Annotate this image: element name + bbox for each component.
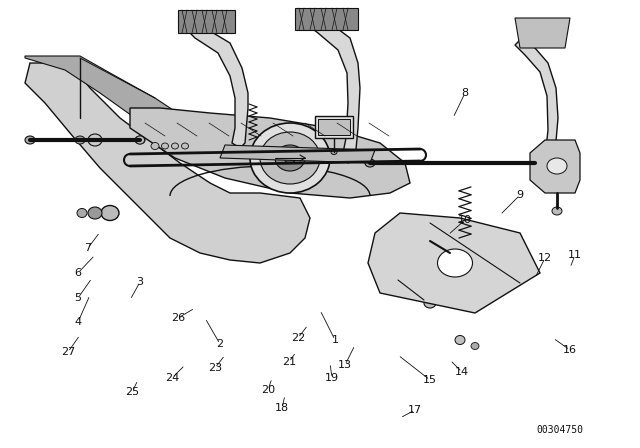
Text: 15: 15 xyxy=(423,375,437,385)
Text: 6: 6 xyxy=(74,268,81,278)
Ellipse shape xyxy=(331,150,337,155)
Polygon shape xyxy=(25,56,200,143)
Ellipse shape xyxy=(471,343,479,349)
Text: 16: 16 xyxy=(563,345,577,355)
Bar xyxy=(318,119,350,135)
Ellipse shape xyxy=(135,136,145,144)
Ellipse shape xyxy=(547,158,567,174)
Ellipse shape xyxy=(182,143,189,149)
Text: 1: 1 xyxy=(332,335,339,345)
Polygon shape xyxy=(530,140,580,193)
Polygon shape xyxy=(130,108,410,198)
Polygon shape xyxy=(178,10,235,33)
Text: 25: 25 xyxy=(125,387,139,397)
Text: 22: 22 xyxy=(291,333,305,343)
Text: 24: 24 xyxy=(165,373,179,383)
Ellipse shape xyxy=(77,208,87,217)
Text: 9: 9 xyxy=(516,190,524,200)
Text: 17: 17 xyxy=(408,405,422,415)
Ellipse shape xyxy=(250,123,330,193)
Text: 4: 4 xyxy=(74,317,81,327)
Polygon shape xyxy=(25,63,310,263)
Text: 10: 10 xyxy=(458,215,472,225)
Ellipse shape xyxy=(161,143,168,149)
Ellipse shape xyxy=(151,142,159,150)
Polygon shape xyxy=(220,145,375,163)
Ellipse shape xyxy=(424,298,436,308)
Ellipse shape xyxy=(552,207,562,215)
Ellipse shape xyxy=(365,159,375,167)
Text: 23: 23 xyxy=(208,363,222,373)
Text: 14: 14 xyxy=(455,367,469,377)
Ellipse shape xyxy=(447,250,457,258)
Polygon shape xyxy=(305,18,360,163)
Ellipse shape xyxy=(25,136,35,144)
Ellipse shape xyxy=(88,207,102,219)
Ellipse shape xyxy=(101,206,119,220)
Polygon shape xyxy=(515,40,558,180)
Text: 12: 12 xyxy=(538,253,552,263)
Text: 26: 26 xyxy=(171,313,185,323)
Ellipse shape xyxy=(455,336,465,345)
Polygon shape xyxy=(368,213,540,313)
Ellipse shape xyxy=(284,153,296,163)
Text: 21: 21 xyxy=(282,357,296,367)
Text: 20: 20 xyxy=(261,385,275,395)
Ellipse shape xyxy=(88,134,102,146)
Ellipse shape xyxy=(260,132,320,184)
Text: 5: 5 xyxy=(74,293,81,303)
Text: 3: 3 xyxy=(136,277,143,287)
Text: 11: 11 xyxy=(568,250,582,260)
Ellipse shape xyxy=(275,145,305,171)
Ellipse shape xyxy=(172,143,179,149)
Text: 27: 27 xyxy=(61,347,75,357)
Ellipse shape xyxy=(422,241,438,255)
Text: 7: 7 xyxy=(84,243,92,253)
Ellipse shape xyxy=(75,136,85,144)
Polygon shape xyxy=(515,18,570,48)
Polygon shape xyxy=(185,23,248,148)
Bar xyxy=(315,116,353,138)
Text: 18: 18 xyxy=(275,403,289,413)
Text: 8: 8 xyxy=(461,88,468,98)
Ellipse shape xyxy=(136,136,145,144)
Ellipse shape xyxy=(438,249,472,277)
Ellipse shape xyxy=(530,159,540,167)
Text: 00304750: 00304750 xyxy=(536,425,584,435)
Text: 2: 2 xyxy=(216,339,223,349)
Text: 13: 13 xyxy=(338,360,352,370)
Polygon shape xyxy=(295,8,358,30)
Text: 19: 19 xyxy=(325,373,339,383)
